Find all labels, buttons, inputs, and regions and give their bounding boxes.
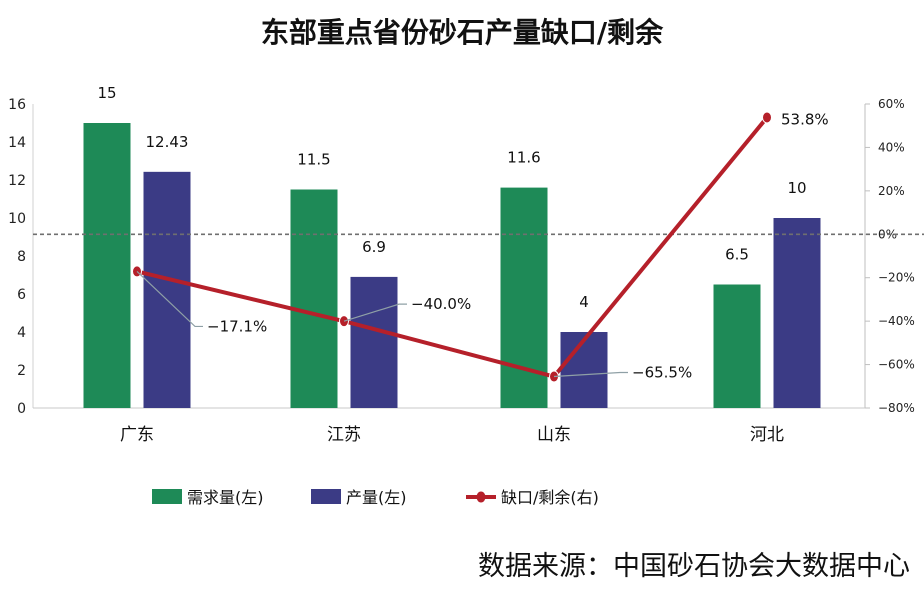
y-left-tick-label: 16: [8, 97, 26, 113]
gap-label-leader-line: [343, 303, 407, 322]
x-category-label: 河北: [750, 425, 784, 445]
production-value-label: 4: [579, 293, 589, 311]
y-right-tick-label: 40%: [878, 140, 905, 154]
legend-swatch-demand: [152, 489, 182, 504]
y-left-tick-label: 0: [17, 401, 26, 417]
gap-value-label: −40.0%: [411, 295, 471, 313]
y-right-tick-label: 60%: [878, 97, 905, 111]
gap-value-label: 53.8%: [781, 110, 829, 128]
demand-bar: [713, 284, 761, 408]
legend-label-gap: 缺口/剩余(右): [501, 488, 599, 507]
production-bar: [350, 276, 398, 408]
production-bar: [560, 332, 608, 408]
chart-title: 东部重点省份砂石产量缺口/剩余: [261, 16, 664, 49]
gap-label-leader-line: [553, 371, 628, 378]
y-right-tick-label: −80%: [878, 401, 915, 415]
production-bar: [773, 218, 821, 408]
demand-value-label: 11.5: [297, 151, 330, 169]
gap-label-leader-line: [136, 270, 203, 328]
y-right-tick-label: 20%: [878, 184, 905, 198]
gap-surplus-line: [136, 116, 769, 379]
x-category-label: 江苏: [327, 425, 361, 445]
y-left-tick-label: 14: [8, 135, 26, 151]
y-left-tick-label: 4: [17, 325, 26, 341]
production-value-label: 6.9: [362, 238, 386, 256]
demand-value-label: 6.5: [725, 246, 749, 264]
legend-swatch-production: [311, 489, 341, 504]
demand-value-label: 11.6: [507, 149, 540, 167]
production-value-label: 10: [787, 179, 806, 197]
y-left-tick-label: 10: [8, 211, 26, 227]
x-category-label: 广东: [120, 425, 154, 445]
source-note: 数据来源：中国砂石协会大数据中心: [478, 551, 910, 582]
y-right-tick-label: −20%: [878, 271, 915, 285]
gap-surplus-point: [762, 111, 772, 124]
y-left-tick-label: 2: [17, 363, 26, 379]
production-bar: [143, 171, 191, 408]
legend: 需求量(左) 产量(左) 缺口/剩余(右): [152, 488, 599, 507]
y-left-tick-label: 8: [17, 249, 26, 265]
production-value-label: 12.43: [146, 133, 189, 151]
demand-value-label: 15: [97, 84, 116, 102]
legend-label-production: 产量(左): [346, 488, 407, 507]
demand-bar: [290, 189, 338, 408]
y-left-tick-label: 6: [17, 287, 26, 303]
gap-value-label: −65.5%: [632, 364, 692, 382]
y-right-tick-label: −60%: [878, 358, 915, 372]
y-left-tick-label: 12: [8, 173, 26, 189]
legend-swatch-gap-marker: [476, 491, 486, 503]
y-right-tick-label: −40%: [878, 314, 915, 328]
demand-bar: [83, 123, 131, 408]
legend-label-demand: 需求量(左): [187, 488, 264, 507]
gap-value-label: −17.1%: [207, 317, 267, 335]
x-category-label: 山东: [537, 425, 571, 445]
